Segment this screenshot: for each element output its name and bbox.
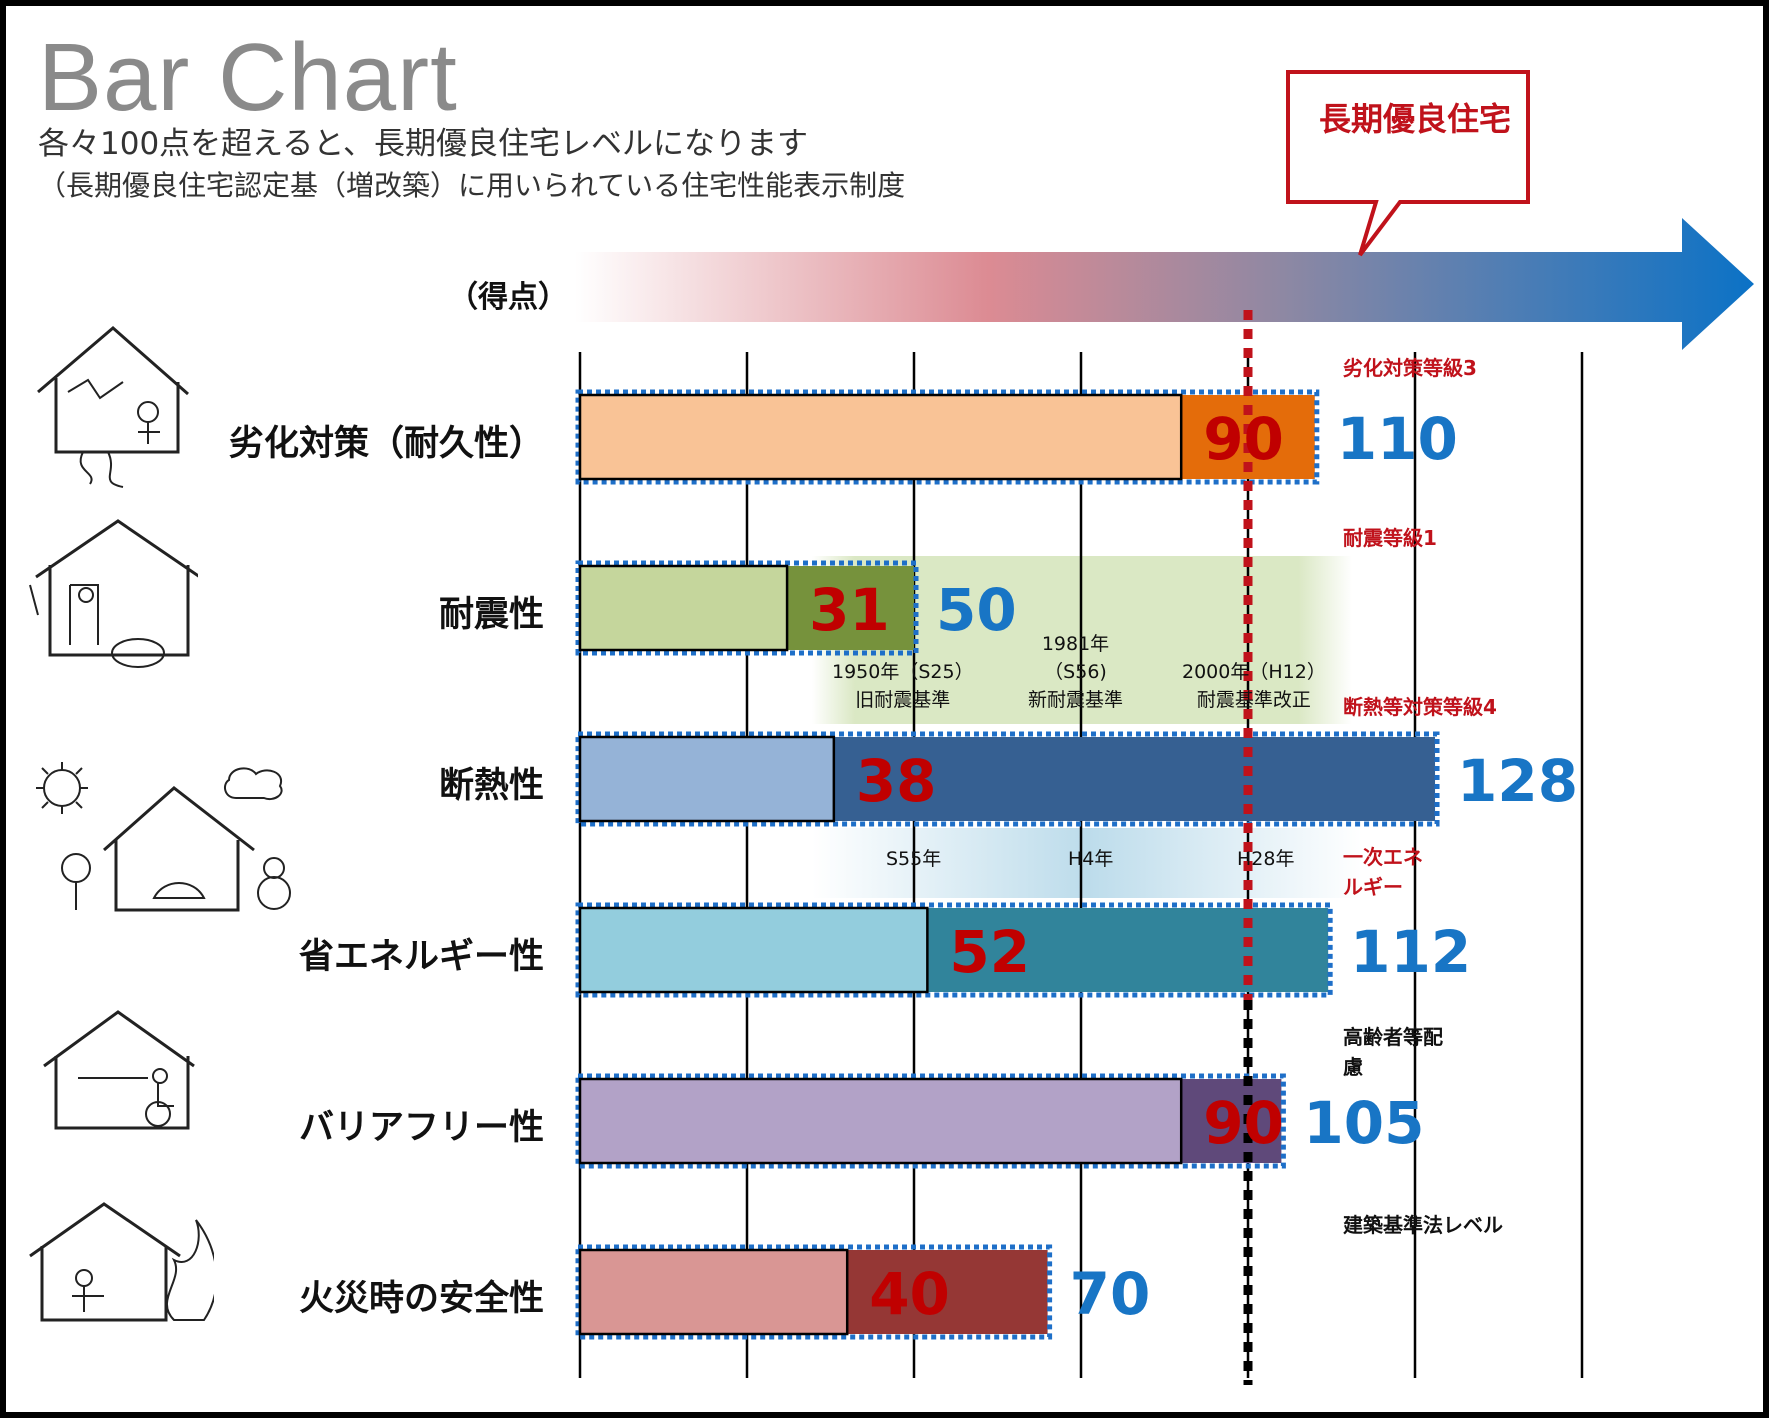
chart-title: Bar Chart bbox=[38, 24, 458, 131]
house-earthquake-icon bbox=[29, 519, 198, 668]
target-bar bbox=[1181, 1079, 1282, 1163]
target-outline bbox=[575, 560, 919, 656]
current-bar bbox=[578, 393, 1183, 481]
target-bar bbox=[787, 566, 914, 650]
current-value-label: 40 bbox=[869, 1260, 950, 1328]
target-bar bbox=[833, 737, 1436, 821]
target-outline bbox=[575, 389, 1320, 485]
current-bar bbox=[578, 906, 929, 994]
current-bar bbox=[578, 564, 789, 652]
category-label: 火災時の安全性 bbox=[298, 1279, 544, 1319]
house-deterioration-icon bbox=[37, 326, 189, 488]
target-outline bbox=[575, 902, 1333, 998]
note-insulation: 断熱等対策等級4 bbox=[1343, 695, 1497, 719]
note-energy: 一次エネルギー bbox=[1343, 845, 1423, 899]
era-seismic-3: 2000年（H12） 耐震基準改正 bbox=[1182, 661, 1326, 711]
house-barrier-free-icon bbox=[43, 1010, 195, 1130]
current-value-label: 38 bbox=[856, 747, 937, 815]
current-bar bbox=[578, 1248, 849, 1336]
current-bar bbox=[578, 735, 836, 823]
chart-subtitle: 各々100点を超えると、長期優良住宅レベルになります bbox=[38, 126, 808, 162]
target-bar bbox=[847, 1250, 1048, 1334]
category-label: 断熱性 bbox=[438, 766, 544, 806]
target-outline bbox=[575, 1244, 1053, 1340]
chart-subtitle-2: （長期優良住宅認定基（増改築）に用いられている住宅性能表示制度 bbox=[38, 169, 906, 202]
axis-label: （得点） bbox=[448, 280, 568, 315]
house-insulation-icon bbox=[36, 762, 291, 912]
era-insulation-3: H28年 bbox=[1237, 848, 1295, 870]
category-label: 劣化対策（耐久性） bbox=[228, 424, 544, 464]
current-value-label: 90 bbox=[1203, 1089, 1284, 1157]
note-elderly: 高齢者等配慮 bbox=[1343, 1025, 1443, 1079]
target-value-label: 112 bbox=[1350, 918, 1471, 986]
current-value-label: 90 bbox=[1203, 405, 1284, 473]
note-building-standard: 建築基準法レベル bbox=[1343, 1213, 1503, 1237]
score-arrow bbox=[575, 218, 1754, 350]
target-value-label: 50 bbox=[936, 576, 1017, 644]
current-bar bbox=[578, 1077, 1183, 1165]
target-value-label: 70 bbox=[1070, 1260, 1151, 1328]
house-fire-icon bbox=[29, 1202, 214, 1322]
current-value-label: 31 bbox=[809, 576, 890, 644]
category-label: 耐震性 bbox=[438, 595, 544, 635]
era-seismic-1: 1950年（S25） 旧耐震基準 bbox=[832, 661, 974, 711]
insulation-era-band bbox=[812, 828, 1362, 898]
category-label: バリアフリー性 bbox=[298, 1108, 544, 1148]
callout-label: 長期優良住宅 bbox=[1318, 100, 1511, 138]
target-value-label: 110 bbox=[1337, 405, 1458, 473]
target-value-label: 128 bbox=[1457, 747, 1578, 815]
target-bar bbox=[927, 908, 1329, 992]
target-value-label: 105 bbox=[1303, 1089, 1424, 1157]
era-insulation-2: H4年 bbox=[1068, 848, 1114, 870]
target-outline bbox=[575, 731, 1440, 827]
era-seismic-2: 1981年 （S56) 新耐震基準 bbox=[1028, 633, 1124, 711]
note-seismic: 耐震等級1 bbox=[1343, 526, 1437, 550]
target-outline bbox=[575, 1073, 1286, 1169]
era-insulation-1: S55年 bbox=[886, 848, 942, 870]
category-label: 省エネルギー性 bbox=[298, 937, 544, 977]
current-value-label: 52 bbox=[949, 918, 1030, 986]
note-deterioration: 劣化対策等級3 bbox=[1343, 356, 1477, 380]
